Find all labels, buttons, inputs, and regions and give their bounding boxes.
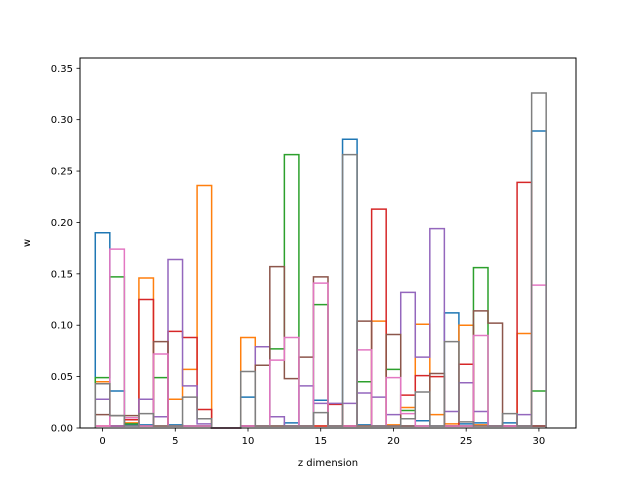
x-tick-label: 10 (242, 436, 255, 447)
y-tick-label: 0.35 (51, 64, 73, 75)
x-tick-label: 5 (172, 436, 178, 447)
series-5-step-line (94, 227, 547, 429)
y-axis: 0.00 0.05 0.10 0.15 0.20 0.25 0.30 0.35 (51, 64, 80, 435)
x-tick-label: 25 (460, 436, 473, 447)
x-axis-label: z dimension (298, 458, 358, 469)
y-tick-label: 0.25 (51, 167, 73, 178)
x-tick-label: 30 (533, 436, 546, 447)
series-1-step-line (94, 130, 547, 429)
series-3-step-line (94, 153, 547, 429)
x-axis: 0 5 10 15 20 25 30 (99, 428, 545, 447)
series-2-step-line (94, 184, 547, 429)
series-7-step-line (94, 248, 547, 429)
y-tick-label: 0.15 (51, 269, 73, 280)
y-axis-label: w (22, 239, 33, 247)
x-tick-label: 20 (387, 436, 400, 447)
series-layer (94, 92, 547, 429)
x-tick-label: 15 (314, 436, 327, 447)
plot-frame (79, 57, 577, 429)
x-tick-label: 0 (99, 436, 105, 447)
series-8-step-line (94, 92, 547, 429)
y-tick-label: 0.20 (51, 218, 73, 229)
y-tick-label: 0.05 (51, 372, 73, 383)
y-tick-label: 0.10 (51, 321, 73, 332)
y-tick-label: 0.00 (51, 424, 73, 435)
y-tick-label: 0.30 (51, 115, 73, 126)
